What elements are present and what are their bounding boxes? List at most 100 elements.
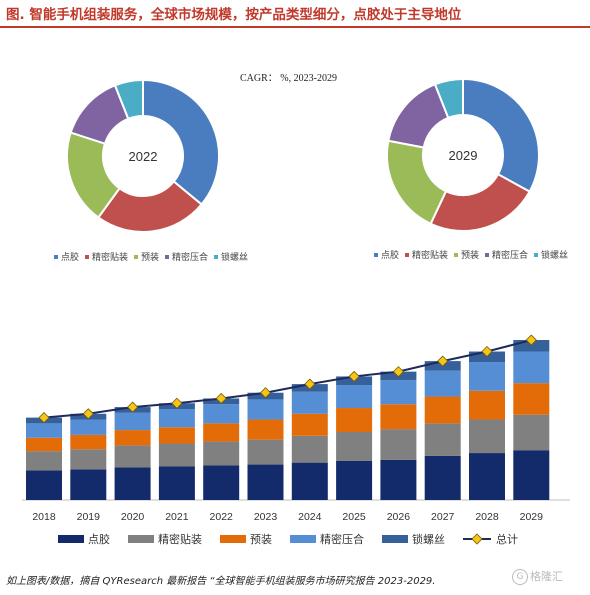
bar-segment — [513, 351, 550, 384]
legend-swatch — [58, 535, 84, 543]
donut-slice — [113, 78, 144, 121]
bar-segment — [336, 460, 373, 500]
legend-line-marker — [471, 533, 483, 545]
total-marker — [392, 366, 404, 378]
page-title: 图. 智能手机组装服务，全球市场规模，按产品类型细分，点胶处于主导地位 — [6, 7, 462, 23]
bar-segment — [513, 450, 550, 500]
bar-segment — [380, 380, 417, 405]
bar-segment — [291, 435, 328, 463]
x-tick-label: 2020 — [121, 511, 145, 523]
legend-swatch — [534, 253, 538, 257]
legend-label: 预装 — [141, 251, 159, 262]
stacked-bar-chart: 2018 2019 2020 2021 2022 2023 2024 2025 2026 2027… — [22, 334, 570, 523]
legend-swatch — [220, 535, 246, 543]
legend-swatch — [134, 255, 138, 259]
x-tick-label: 2028 — [475, 511, 499, 523]
bar-segment — [70, 469, 107, 500]
legend-label: 精密压合 — [172, 251, 208, 262]
legend-label: 总计 — [496, 532, 518, 546]
total-marker — [481, 345, 493, 358]
legend-swatch — [128, 535, 154, 543]
legend-label: 精密贴装 — [92, 251, 128, 262]
x-tick-label: 2029 — [520, 511, 544, 523]
donut-chart-2029: 2029 — [386, 77, 540, 232]
legend-swatch — [214, 255, 218, 259]
bar-segment — [513, 340, 550, 352]
legend-swatch — [85, 255, 89, 259]
x-tick-label: 2025 — [342, 511, 366, 523]
bar-segment — [26, 470, 62, 500]
donut-legend-2022: 点胶 精密贴装 预装 精密压合 锁螺丝 — [54, 251, 248, 262]
x-tick-label: 2019 — [77, 511, 101, 523]
legend-label: 预装 — [250, 533, 272, 546]
legend-swatch — [290, 535, 316, 543]
legend-label: 精密压合 — [320, 532, 364, 546]
donut-slice — [386, 139, 448, 226]
bar-segment — [70, 419, 107, 435]
bar-segment — [247, 464, 284, 500]
bar-segment — [469, 390, 505, 420]
x-tick-label: 2021 — [165, 511, 189, 523]
bar-segment — [70, 434, 107, 450]
legend-label: 精密贴装 — [412, 249, 448, 260]
bar-segment — [336, 431, 373, 461]
total-marker — [437, 355, 449, 367]
total-marker — [82, 408, 94, 420]
bar-segment — [114, 412, 151, 431]
legend-label: 点胶 — [88, 532, 110, 546]
bar-segment — [424, 370, 461, 397]
bar-segment — [291, 462, 328, 500]
legend-swatch — [485, 253, 489, 257]
bar-segment — [158, 409, 195, 428]
donut-slice — [142, 78, 220, 206]
legend-swatch — [374, 253, 378, 257]
bar-segment — [203, 404, 240, 424]
bar-segment — [291, 391, 328, 414]
bar-segment — [158, 443, 195, 467]
bar-segment — [158, 466, 195, 500]
bar-segment — [247, 399, 284, 420]
total-marker — [304, 378, 316, 390]
total-marker — [171, 397, 183, 409]
header: 图. 智能手机组装服务，全球市场规模，按产品类型细分，点胶处于主导地位 — [0, 0, 590, 26]
bar-segment — [380, 459, 417, 500]
cagr-label: CAGR： %, 2023-2029 — [240, 73, 337, 84]
x-tick-label: 2024 — [298, 511, 322, 523]
total-marker — [348, 370, 360, 382]
bar-segment — [513, 414, 550, 451]
bar-segment — [203, 423, 240, 442]
legend-label: 锁螺丝 — [221, 251, 248, 262]
donut-center-label: 2029 — [449, 148, 478, 163]
bar-segment — [26, 437, 62, 452]
legend-label: 点胶 — [381, 249, 399, 260]
source-note: 如上图表/数据，摘自 QYResearch 最新报告 “全球智能手机组装服务市场… — [6, 576, 436, 587]
donut-chart-2022: 2022 — [66, 78, 220, 233]
legend-swatch — [405, 253, 409, 257]
total-marker — [127, 401, 139, 413]
legend-swatch — [454, 253, 458, 257]
legend-label: 点胶 — [61, 251, 79, 262]
bar-segment — [114, 467, 151, 500]
x-tick-label: 2023 — [254, 511, 278, 523]
bar-segment — [424, 396, 461, 424]
bar-segment — [336, 408, 373, 432]
bar-segment — [380, 404, 417, 430]
donut-center-label: 2022 — [129, 149, 158, 164]
x-tick-label: 2027 — [431, 511, 455, 523]
watermark: G 格隆汇 — [512, 568, 563, 585]
donut-slice — [429, 172, 531, 232]
bar-segment — [291, 413, 328, 436]
legend-swatch — [382, 535, 408, 543]
bar-legend: 点胶 精密贴装 预装 精密压合 锁螺丝 总计 — [58, 532, 518, 546]
bar-segment — [424, 455, 461, 500]
x-tick-label: 2018 — [32, 511, 56, 523]
legend-swatch — [165, 255, 169, 259]
bar-segment — [469, 362, 505, 391]
bar-segment — [203, 465, 240, 500]
bar-segment — [247, 439, 284, 465]
title-divider — [0, 26, 590, 28]
bar-segment — [114, 430, 151, 446]
bar-segment — [336, 385, 373, 409]
bar-segment — [26, 451, 62, 471]
